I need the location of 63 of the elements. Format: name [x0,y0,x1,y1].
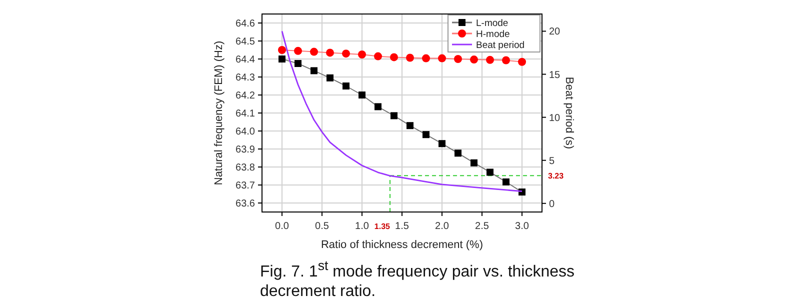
y-tick-label: 64.1 [236,108,256,120]
point [470,56,478,64]
point [502,178,510,186]
legend-label: H-mode [476,29,510,40]
point [438,140,446,148]
x-tick-label: 0.0 [275,221,290,232]
point [342,82,350,90]
x-tick-label: 2.0 [435,221,450,232]
point [326,48,334,57]
y-tick-label: 64.4 [236,54,256,66]
point [406,122,414,130]
y2-tick-label: 5 [549,156,555,167]
point [486,56,494,64]
point [454,55,462,63]
point [454,150,462,157]
point [518,58,526,66]
y2-axis-title: Beat period (s) [563,76,575,150]
y-tick-label: 63.6 [236,198,256,210]
x-tick-label: 2.5 [475,221,490,232]
point [278,46,286,54]
ref-line-label: 3.23 [548,172,564,181]
y2-tick-label: 0 [549,198,555,210]
point [390,53,398,62]
point [310,67,318,74]
point [390,112,398,120]
x-axis-title: Ratio of thickness decrement (%) [320,239,484,251]
caption: Fig. 7. 1$^{st}$ mode frequency pair vs. thickness decrement ratio. [260,257,576,301]
point [438,54,446,62]
point [406,54,414,62]
y-axis-title: Natural frequency (FEM) (Hz) [213,40,225,186]
point [358,92,366,98]
point [326,74,334,82]
point [374,52,382,60]
y-tick-label: 64.3 [236,72,256,84]
legend-label: Beat period [476,40,525,51]
point [470,159,478,166]
point [422,131,430,138]
y-tick-label: 63.9 [236,144,256,156]
point [310,48,318,56]
y2-tick-label: 10 [549,112,561,124]
point [294,46,302,55]
y2-tick-label: 15 [549,70,561,81]
point [342,50,350,58]
x-tick-label: 1.5 [395,221,410,232]
x-tick-label: 3.0 [515,221,530,232]
point [294,60,302,67]
y2-tick-label: 20 [549,26,561,38]
point [374,103,382,110]
point [422,54,430,62]
ref-line-label: 1.35 [374,222,391,231]
point [502,56,510,64]
y-tick-label: 64.2 [236,90,256,102]
point [486,168,494,176]
point [278,56,286,62]
legend-label: L-mode [476,18,508,29]
y-tick-label: 64.0 [236,126,256,138]
point [358,50,366,58]
y-tick-label: 63.7 [236,180,256,192]
x-tick-label: 0.5 [315,221,330,232]
y-tick-label: 64.5 [236,36,256,48]
y-tick-label: 63.8 [236,162,256,174]
y-tick-label: 64.6 [236,18,256,30]
x-tick-label: 1.0 [355,221,370,232]
